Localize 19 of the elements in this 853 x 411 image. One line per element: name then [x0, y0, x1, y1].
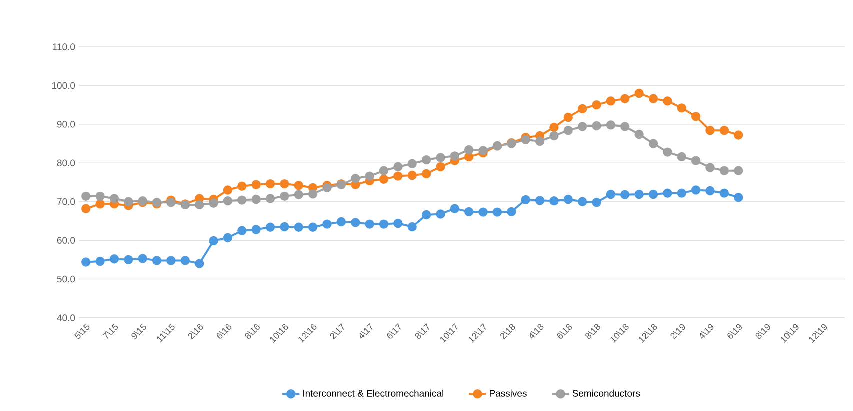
y-tick-label: 100.0 — [52, 82, 76, 90]
legend-label: Passives — [490, 390, 527, 397]
x-tick-label: 8\19 — [756, 324, 770, 340]
y-tick-label: 40.0 — [57, 314, 76, 322]
x-tick-label: 6\18 — [557, 324, 572, 339]
y-tick-label: 50.0 — [57, 276, 76, 283]
y-tick-label: 90.0 — [57, 121, 76, 128]
x-tick-label: 4\18 — [530, 324, 544, 339]
legend-label: Semiconductors — [572, 390, 640, 397]
x-tick-label: 8\16 — [245, 324, 260, 340]
x-tick-label: 6\16 — [217, 324, 232, 339]
y-tick-label: 110.0 — [53, 44, 76, 50]
y-tick-label: 60.0 — [57, 237, 76, 244]
y-tick-label: 70.0 — [57, 198, 76, 206]
x-tick-label: 4\19 — [700, 324, 714, 339]
x-tick-label: 8\18 — [586, 324, 600, 340]
y-tick-label: 80.0 — [57, 160, 76, 166]
x-tick-label: 6\19 — [728, 324, 742, 339]
legend-label: Interconnect & Electromechanical — [304, 390, 444, 397]
